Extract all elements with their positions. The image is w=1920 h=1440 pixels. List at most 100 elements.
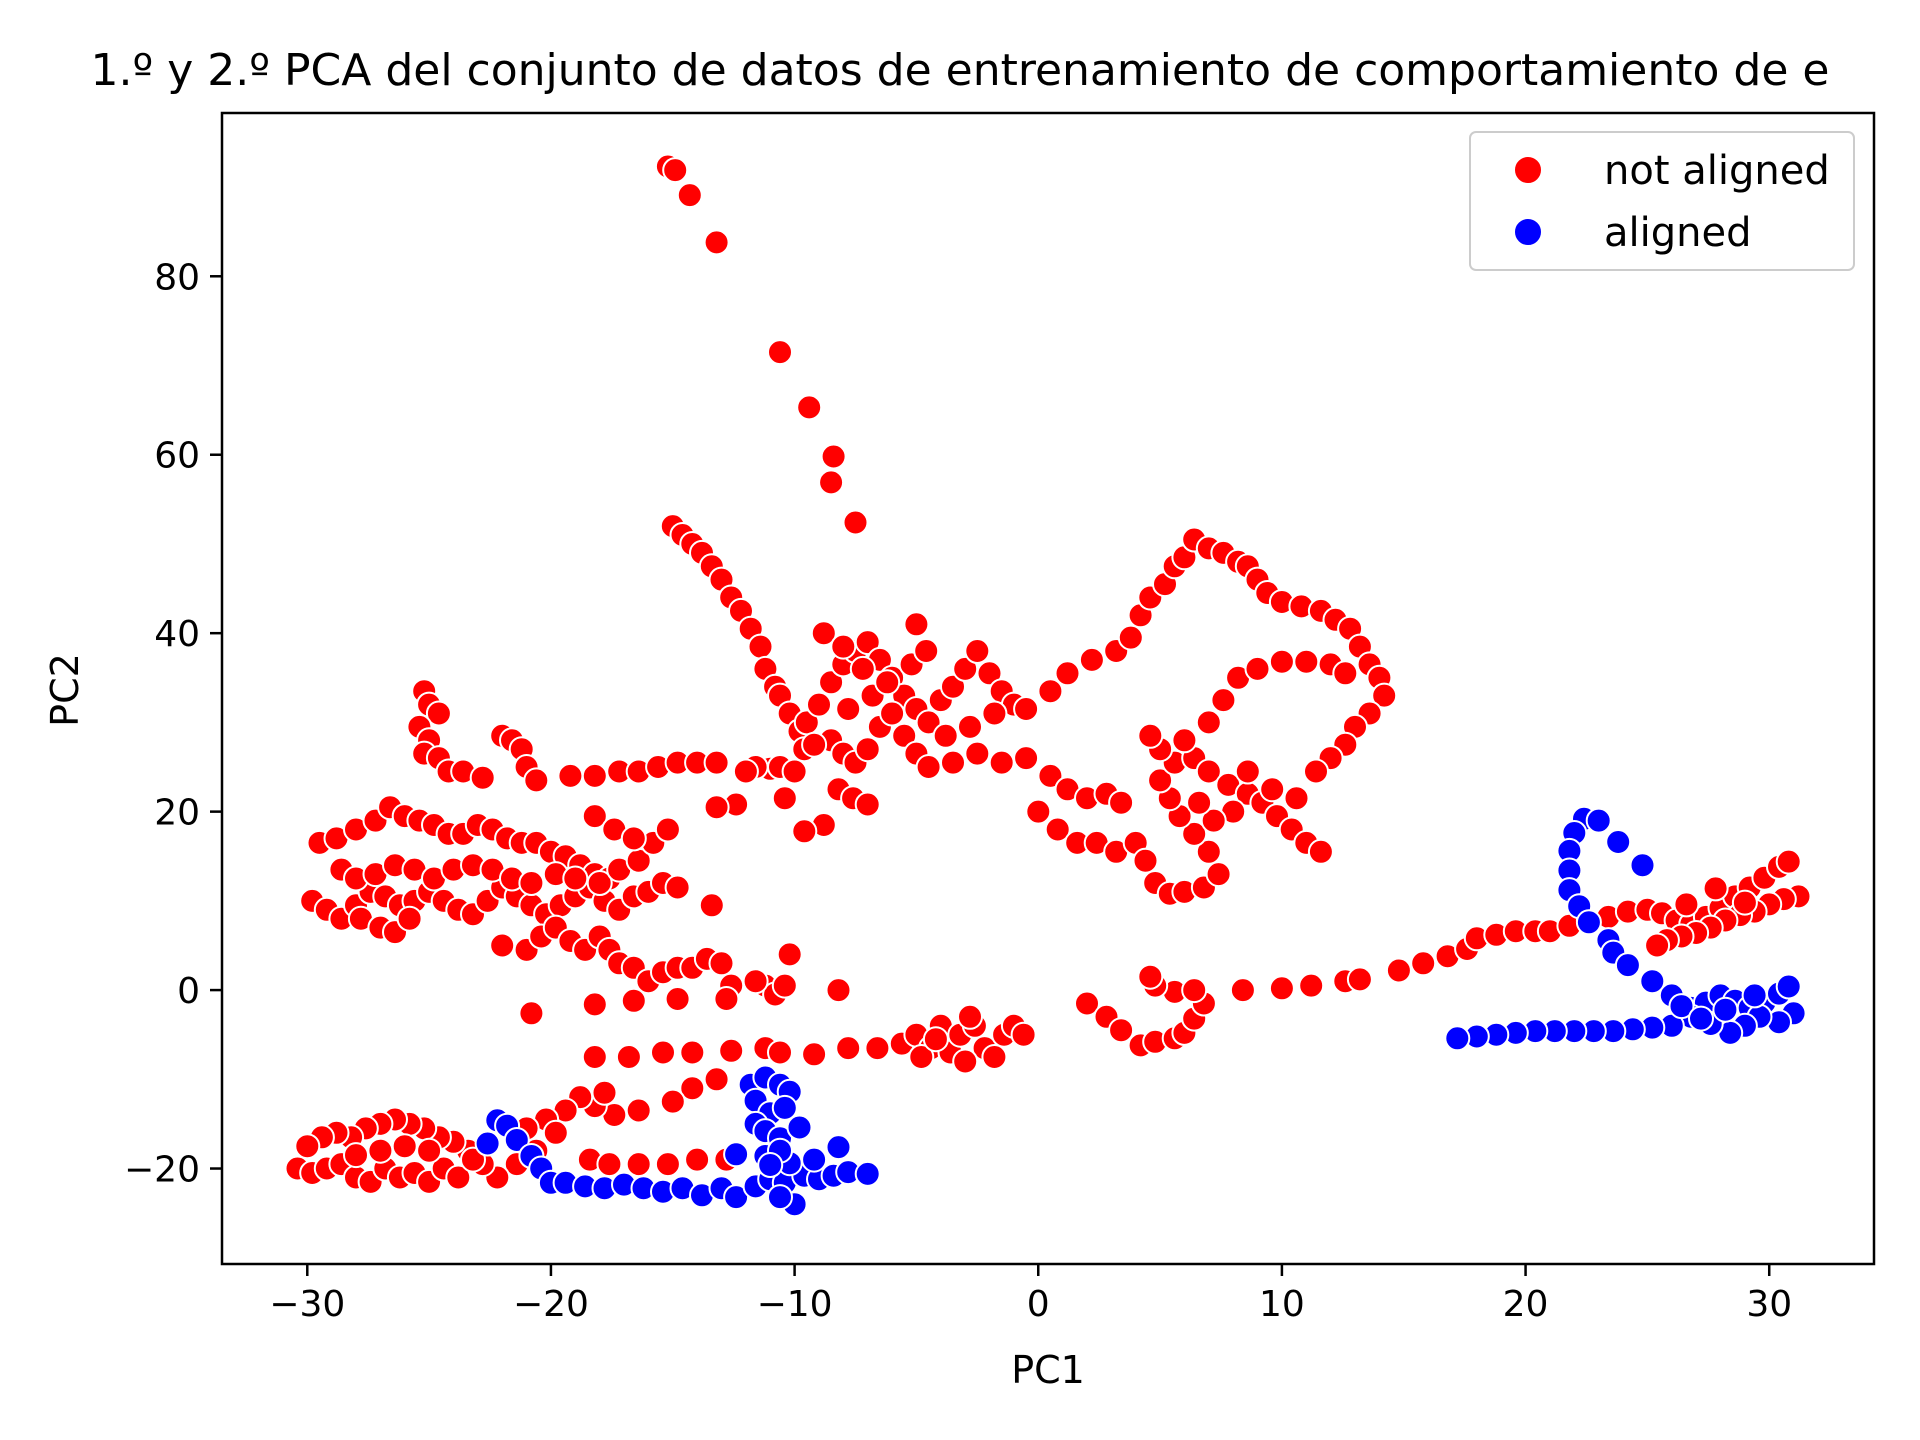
point-not-aligned xyxy=(367,1137,394,1164)
point-aligned xyxy=(767,1184,793,1211)
point-not-aligned xyxy=(1702,875,1729,902)
point-not-aligned xyxy=(1147,767,1174,794)
point-not-aligned xyxy=(562,865,589,892)
point-not-aligned xyxy=(806,691,832,718)
point-aligned xyxy=(757,1152,784,1178)
x-tick-label: −10 xyxy=(757,1284,833,1325)
point-not-aligned xyxy=(1025,798,1052,825)
point-not-aligned xyxy=(957,1003,983,1030)
x-tick-label: −20 xyxy=(513,1284,589,1325)
x-tick-label: 20 xyxy=(1503,1284,1549,1325)
point-not-aligned xyxy=(581,762,608,789)
point-not-aligned xyxy=(1259,776,1286,803)
y-tick-label: 40 xyxy=(154,614,200,655)
point-not-aligned xyxy=(952,1048,979,1075)
point-not-aligned xyxy=(1117,624,1144,651)
y-tick-label: 20 xyxy=(154,793,200,834)
point-not-aligned xyxy=(596,1151,623,1178)
point-not-aligned xyxy=(718,1037,745,1064)
point-not-aligned xyxy=(864,1035,891,1062)
point-aligned xyxy=(786,1114,813,1141)
point-not-aligned xyxy=(1298,972,1325,999)
point-not-aligned xyxy=(1137,963,1164,990)
point-not-aligned xyxy=(1078,646,1105,673)
point-not-aligned xyxy=(1268,975,1295,1002)
point-not-aligned xyxy=(767,1039,793,1066)
point-aligned xyxy=(771,1094,798,1121)
point-not-aligned xyxy=(1410,950,1437,977)
point-not-aligned xyxy=(964,740,991,767)
point-not-aligned xyxy=(708,950,735,977)
point-not-aligned xyxy=(849,655,876,682)
point-not-aligned xyxy=(1013,745,1040,772)
legend-box xyxy=(1469,131,1855,271)
point-not-aligned xyxy=(679,1039,706,1066)
point-not-aligned xyxy=(581,1044,608,1070)
point-not-aligned xyxy=(791,818,818,845)
legend-label: not aligned xyxy=(1604,148,1830,194)
point-aligned xyxy=(1605,829,1632,855)
point-not-aligned xyxy=(1044,816,1071,843)
y-axis-ticks: −20 0 20 40 60 80 xyxy=(124,257,222,1191)
point-not-aligned xyxy=(1244,655,1271,682)
point-not-aligned xyxy=(908,1044,935,1070)
point-not-aligned xyxy=(542,1119,569,1146)
y-tick-label: 80 xyxy=(154,257,200,298)
point-not-aligned xyxy=(1775,848,1802,875)
y-tick-label: −20 xyxy=(124,1150,200,1191)
point-not-aligned xyxy=(854,736,881,763)
y-axis-title: PC2 xyxy=(43,653,87,727)
point-not-aligned xyxy=(1644,932,1671,959)
point-not-aligned xyxy=(1346,966,1373,993)
point-not-aligned xyxy=(820,443,847,470)
point-not-aligned xyxy=(742,968,769,995)
x-tick-label: 30 xyxy=(1746,1284,1792,1325)
point-not-aligned xyxy=(1181,820,1208,847)
point-not-aligned xyxy=(518,870,545,896)
point-not-aligned xyxy=(1013,696,1040,722)
point-not-aligned xyxy=(662,157,689,184)
point-not-aligned xyxy=(915,754,942,780)
point-not-aligned xyxy=(801,731,828,758)
legend-marker xyxy=(1513,155,1543,185)
point-not-aligned xyxy=(1385,957,1412,984)
point-not-aligned xyxy=(903,611,930,638)
point-not-aligned xyxy=(835,1035,862,1062)
point-aligned xyxy=(1614,952,1641,979)
point-aligned xyxy=(723,1141,750,1168)
point-aligned xyxy=(1639,968,1666,995)
x-tick-label: 10 xyxy=(1259,1284,1305,1325)
point-not-aligned xyxy=(891,722,918,749)
point-aligned xyxy=(1668,993,1695,1020)
point-not-aligned xyxy=(796,394,823,421)
point-aligned xyxy=(1712,996,1739,1023)
point-not-aligned xyxy=(818,469,845,496)
point-not-aligned xyxy=(620,987,647,1014)
legend-items: not aligned aligned xyxy=(1513,148,1830,256)
point-aligned xyxy=(854,1160,881,1187)
point-not-aligned xyxy=(684,1146,711,1173)
point-not-aligned xyxy=(1132,847,1159,874)
point-not-aligned xyxy=(922,1026,949,1053)
point-not-aligned xyxy=(981,700,1008,727)
point-not-aligned xyxy=(801,1041,828,1068)
point-not-aligned xyxy=(1283,785,1310,812)
plot-frame xyxy=(220,111,1876,1266)
point-not-aligned xyxy=(1108,789,1135,816)
point-not-aligned xyxy=(940,673,966,700)
point-not-aligned xyxy=(1307,838,1334,865)
point-not-aligned xyxy=(932,722,959,749)
point-not-aligned xyxy=(343,1142,369,1169)
point-not-aligned xyxy=(615,1044,642,1070)
point-not-aligned xyxy=(915,709,942,736)
point-not-aligned xyxy=(1054,660,1081,687)
point-not-aligned xyxy=(771,972,798,999)
point-not-aligned xyxy=(1268,648,1295,675)
point-not-aligned xyxy=(703,229,730,256)
point-not-aligned xyxy=(771,785,798,812)
point-aligned xyxy=(1629,852,1656,879)
point-not-aligned xyxy=(1293,648,1320,675)
x-tick-label: −30 xyxy=(269,1284,345,1325)
points-layer xyxy=(284,153,1812,1218)
point-not-aligned xyxy=(391,1133,418,1160)
